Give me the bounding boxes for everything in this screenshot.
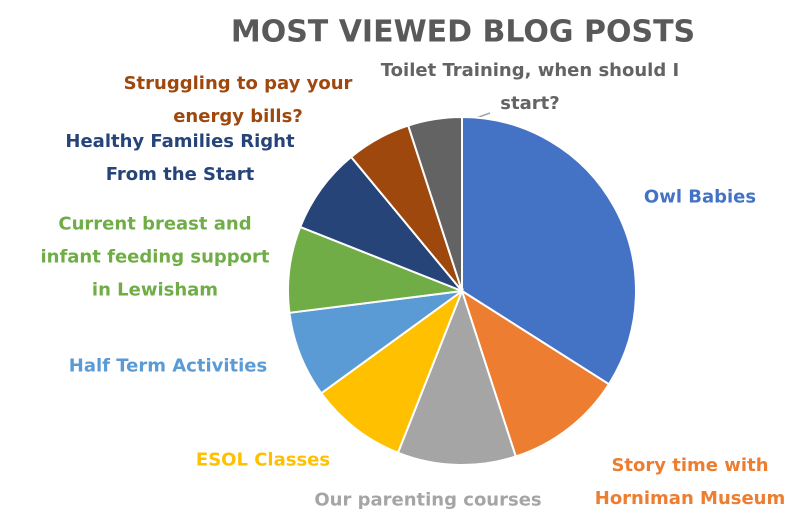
slice-label: Current breast and infant feeding suppor… xyxy=(40,213,270,301)
chart-title: MOST VIEWED BLOG POSTS xyxy=(230,14,696,50)
slice-label: Owl Babies xyxy=(643,186,757,208)
slice-label: Healthy Families Right From the Start xyxy=(65,131,295,185)
pie-slice xyxy=(396,288,518,466)
slice-label: ESOL Classes xyxy=(195,449,331,471)
slice-label: Toilet Training, when should I start? xyxy=(380,60,680,114)
slice-label: Half Term Activities xyxy=(68,355,268,377)
slice-label: Story time with Horniman Museum xyxy=(594,455,786,509)
pie-slice xyxy=(319,288,465,455)
pie-slice xyxy=(406,115,463,292)
slice-label: Struggling to pay your energy bills? xyxy=(123,73,353,127)
pie-slice xyxy=(460,288,611,458)
slice-label: Our parenting courses xyxy=(314,489,542,511)
